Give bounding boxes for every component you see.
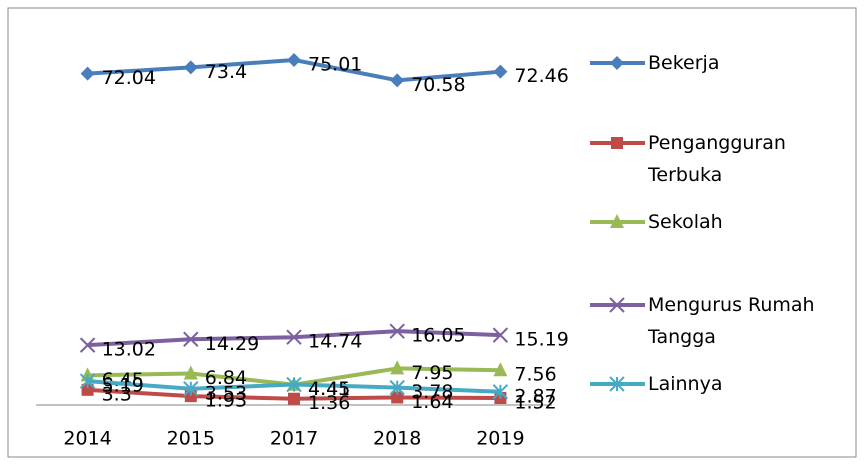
data-label: 7.95 xyxy=(411,362,453,384)
data-label: 7.56 xyxy=(514,364,556,386)
data-label: 73.4 xyxy=(205,61,247,83)
legend-marker xyxy=(610,56,624,70)
x-tick-label: 2014 xyxy=(63,428,111,450)
legend-marker xyxy=(609,297,625,313)
marker-stroke xyxy=(183,331,199,347)
data-label: 5.19 xyxy=(102,375,144,397)
marker xyxy=(183,365,198,380)
data-label: 3.53 xyxy=(205,382,247,404)
marker xyxy=(493,64,508,79)
data-label: 2.87 xyxy=(514,385,556,407)
legend-label: Sekolah xyxy=(648,211,723,233)
marker xyxy=(81,383,94,396)
x-tick-label: 2017 xyxy=(270,428,318,450)
data-label: 1.36 xyxy=(308,392,350,414)
data-label: 16.05 xyxy=(411,325,465,347)
marker xyxy=(492,327,509,343)
data-label: 14.74 xyxy=(308,331,362,353)
marker xyxy=(79,337,96,353)
marker xyxy=(79,373,96,389)
data-label: 4.45 xyxy=(308,378,350,400)
data-label: 6.84 xyxy=(205,367,247,389)
data-label: 3.3 xyxy=(102,383,132,405)
x-tick-label: 2018 xyxy=(373,428,421,450)
data-label: 1.52 xyxy=(514,392,556,414)
marker xyxy=(286,376,302,393)
x-tick-label: 2015 xyxy=(167,428,215,450)
legend-marker xyxy=(611,137,623,149)
marker-stroke xyxy=(389,323,405,339)
marker xyxy=(492,384,509,400)
data-label: 1.93 xyxy=(205,390,247,412)
data-label: 3.78 xyxy=(411,381,453,403)
legend-label: Bekerja xyxy=(648,52,720,74)
marker xyxy=(288,392,300,405)
legend-marker xyxy=(610,214,624,228)
x-tick-label: 2019 xyxy=(476,428,524,450)
marker-stroke xyxy=(492,327,509,343)
marker xyxy=(183,60,198,75)
marker-stroke xyxy=(286,329,302,345)
data-label: 15.19 xyxy=(514,329,568,351)
data-label: 72.46 xyxy=(514,65,568,87)
data-label: 70.58 xyxy=(411,74,465,96)
marker-stroke xyxy=(79,337,96,353)
data-label: 1.64 xyxy=(411,391,453,413)
legend-label: Pengangguran Terbuka xyxy=(648,132,786,186)
marker xyxy=(183,331,199,347)
data-label: 13.02 xyxy=(102,339,156,361)
marker xyxy=(390,360,405,375)
marker xyxy=(493,362,508,377)
data-label: 72.04 xyxy=(102,67,156,89)
marker xyxy=(183,381,199,397)
marker xyxy=(389,379,405,396)
data-label: 14.29 xyxy=(205,333,259,355)
data-label: 75.01 xyxy=(308,53,362,75)
marker xyxy=(389,323,405,339)
legend-marker xyxy=(609,376,625,392)
marker xyxy=(390,73,405,88)
chart-border xyxy=(7,7,857,458)
marker xyxy=(391,391,404,404)
marker-stroke xyxy=(609,297,625,313)
marker xyxy=(80,66,95,81)
marker xyxy=(286,329,302,345)
legend-label: Mengurus Rumah Tangga xyxy=(648,294,815,348)
legend-label: Lainnya xyxy=(648,373,723,395)
marker xyxy=(287,52,301,67)
